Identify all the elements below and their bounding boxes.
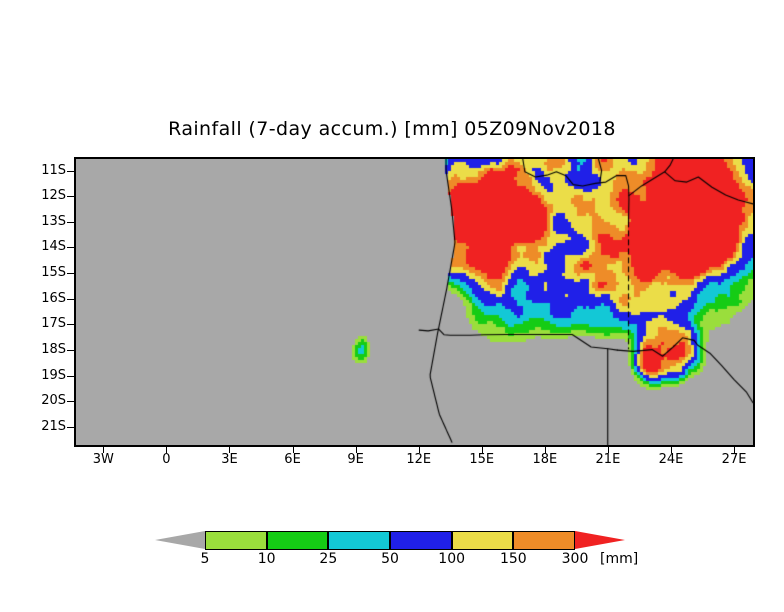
x-axis-tick-6E: 6E bbox=[284, 452, 301, 467]
colorbar-band-10-25 bbox=[266, 531, 329, 550]
colorbar-band-150-300 bbox=[513, 531, 575, 550]
y-axis-tick-mark bbox=[67, 298, 74, 300]
x-axis-tick-18E: 18E bbox=[532, 452, 558, 467]
x-axis-tick-mark bbox=[671, 447, 672, 453]
y-axis-tick-mark bbox=[67, 247, 74, 249]
colorbar bbox=[155, 531, 625, 550]
x-axis-tick-mark bbox=[734, 447, 736, 453]
y-axis-tick-17S: 17S bbox=[41, 316, 66, 332]
y-axis-tick-16S: 16S bbox=[41, 290, 66, 306]
colorbar-tick-300: 300 bbox=[561, 551, 589, 567]
x-axis-tick-0: 0 bbox=[162, 452, 171, 467]
x-axis-tick-mark bbox=[355, 447, 357, 453]
y-axis-tick-13S: 13S bbox=[41, 213, 66, 229]
colorbar-tick-10: 10 bbox=[257, 551, 276, 567]
colorbar-tick-150: 150 bbox=[499, 551, 527, 567]
x-axis-tick-mark bbox=[481, 447, 483, 453]
y-axis-tick-19S: 19S bbox=[41, 367, 66, 383]
x-axis-tick-mark bbox=[229, 447, 231, 453]
colorbar-band-25-50 bbox=[328, 531, 390, 550]
y-axis-tick-14S: 14S bbox=[41, 239, 66, 255]
x-axis-tick-3E: 3E bbox=[221, 452, 238, 467]
x-axis-tick-12E: 12E bbox=[406, 452, 432, 467]
y-axis-tick-12S: 12S bbox=[41, 188, 66, 204]
x-axis-tick-27E: 27E bbox=[721, 452, 747, 467]
y-axis-tick-mark bbox=[67, 196, 74, 198]
y-axis-tick-mark bbox=[67, 427, 74, 429]
x-axis-tick-21E: 21E bbox=[595, 452, 621, 467]
y-axis-tick-mark bbox=[67, 350, 74, 352]
colorbar-band-100-150 bbox=[451, 531, 514, 550]
coastline-border-overlay bbox=[76, 159, 753, 445]
colorbar-band-above-max bbox=[575, 531, 625, 549]
x-axis-tick-3W: 3W bbox=[92, 452, 114, 467]
x-axis-tick-24E: 24E bbox=[658, 452, 684, 467]
y-axis-tick-mark bbox=[67, 221, 74, 223]
colorbar-tick-5: 5 bbox=[200, 551, 210, 567]
x-axis-tick-mark bbox=[544, 447, 546, 453]
y-axis-tick-mark bbox=[67, 170, 74, 172]
x-axis-tick-mark bbox=[418, 447, 420, 453]
x-axis-tick-mark bbox=[607, 447, 609, 453]
colorbar-tick-50: 50 bbox=[381, 551, 399, 567]
y-axis-tick-15S: 15S bbox=[41, 265, 66, 281]
colorbar-band-50-100 bbox=[390, 531, 452, 550]
x-axis-tick-9E: 9E bbox=[347, 452, 364, 467]
y-axis-tick-mark bbox=[67, 375, 74, 377]
x-axis-tick-mark bbox=[103, 447, 105, 453]
x-axis-tick-mark bbox=[292, 447, 294, 453]
x-axis-tick-15E: 15E bbox=[469, 452, 495, 467]
colorbar-tick-25: 25 bbox=[319, 551, 338, 567]
colorbar-band-below-min bbox=[155, 531, 205, 549]
colorbar-tick-100: 100 bbox=[438, 551, 466, 567]
y-axis-tick-21S: 21S bbox=[41, 419, 66, 435]
map-plot-area bbox=[74, 157, 755, 447]
x-axis-tick-mark bbox=[166, 447, 168, 453]
y-axis-tick-mark bbox=[67, 401, 74, 403]
colorbar-unit-label: [mm] bbox=[600, 551, 639, 567]
y-axis-tick-20S: 20S bbox=[41, 393, 66, 409]
page-title: Rainfall (7-day accum.) [mm] 05Z09Nov201… bbox=[168, 118, 616, 140]
y-axis-tick-18S: 18S bbox=[41, 342, 66, 358]
y-axis-tick-mark bbox=[67, 273, 74, 275]
y-axis-tick-11S: 11S bbox=[41, 162, 66, 178]
y-axis-tick-mark bbox=[67, 324, 74, 326]
colorbar-band-5-10 bbox=[205, 531, 267, 550]
